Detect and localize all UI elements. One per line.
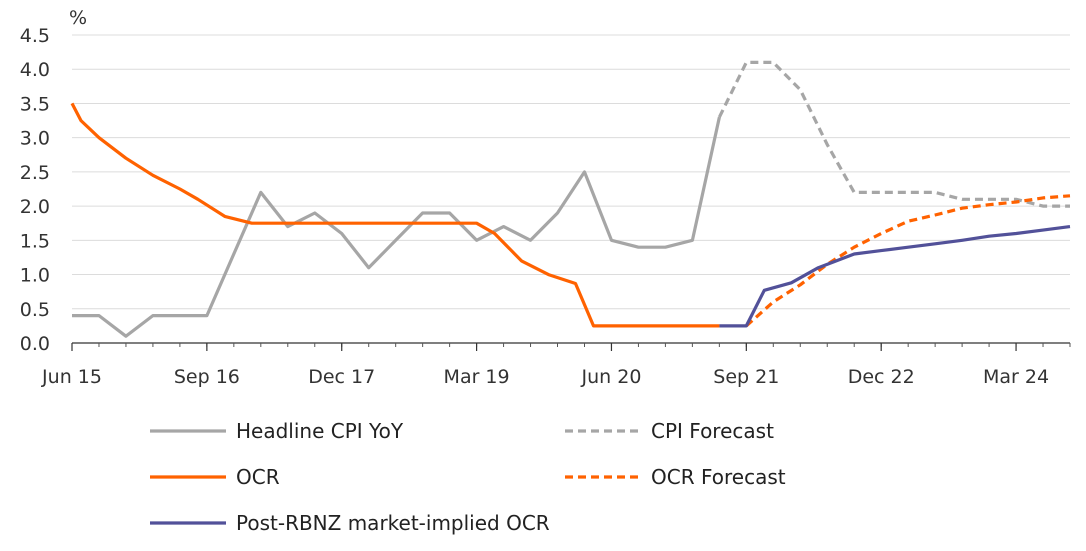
- legend-item: Headline CPI YoY: [150, 419, 404, 443]
- y-tick-label: 3.0: [20, 128, 50, 150]
- x-tick-label: Mar 24: [983, 366, 1049, 388]
- gridlines: [72, 34, 1070, 310]
- y-tick-label: 0.0: [20, 333, 50, 355]
- legend-item: CPI Forecast: [565, 419, 774, 443]
- series-lines: [70, 60, 1071, 338]
- series-line-cpi-forecast: [717, 60, 1070, 208]
- legend-item: OCR: [150, 465, 280, 489]
- legend-label: Post-RBNZ market-implied OCR: [236, 511, 550, 535]
- y-tick-label: 2.5: [20, 162, 50, 184]
- legend-label: OCR: [236, 465, 280, 489]
- legend: Headline CPI YoY CPI Forecast OCR OCR Forec…: [150, 419, 786, 535]
- x-tick-label: Jun 15: [41, 366, 102, 388]
- y-tick-label: 1.0: [20, 265, 50, 287]
- x-tick-label: Mar 19: [444, 366, 510, 388]
- x-tick-label: Dec 17: [308, 366, 375, 388]
- x-tick-label: Dec 22: [848, 366, 915, 388]
- legend-label: CPI Forecast: [651, 419, 774, 443]
- y-tick-label: 0.5: [20, 299, 50, 321]
- y-tick-label: 1.5: [20, 230, 50, 252]
- series-line-headline-cpi-yoy: [72, 116, 721, 338]
- legend-label: OCR Forecast: [651, 465, 786, 489]
- legend-item: OCR Forecast: [565, 465, 786, 489]
- legend-item: Post-RBNZ market-implied OCR: [150, 511, 550, 535]
- series-line-post-rbnz-market-implied-ocr: [719, 225, 1071, 328]
- x-tick-label: Jun 20: [581, 366, 642, 388]
- y-tick-label: 4.5: [20, 25, 50, 47]
- y-tick-label: 2.0: [20, 196, 50, 218]
- series-line-ocr: [70, 102, 720, 328]
- y-tick-label: 3.5: [20, 93, 50, 115]
- y-axis-unit-label: %: [69, 7, 87, 29]
- y-tick-label: 4.0: [20, 59, 50, 81]
- x-tick-label: Sep 21: [713, 366, 779, 388]
- series-line-ocr-forecast: [745, 194, 1071, 328]
- x-tick-label: Sep 16: [174, 366, 240, 388]
- axes: 0.0 0.5 1.0 1.5 2.0 2.5 3.0 3.5 4.0 4.5 Jun 15 Sep …: [20, 25, 1071, 388]
- legend-label: Headline CPI YoY: [236, 419, 404, 443]
